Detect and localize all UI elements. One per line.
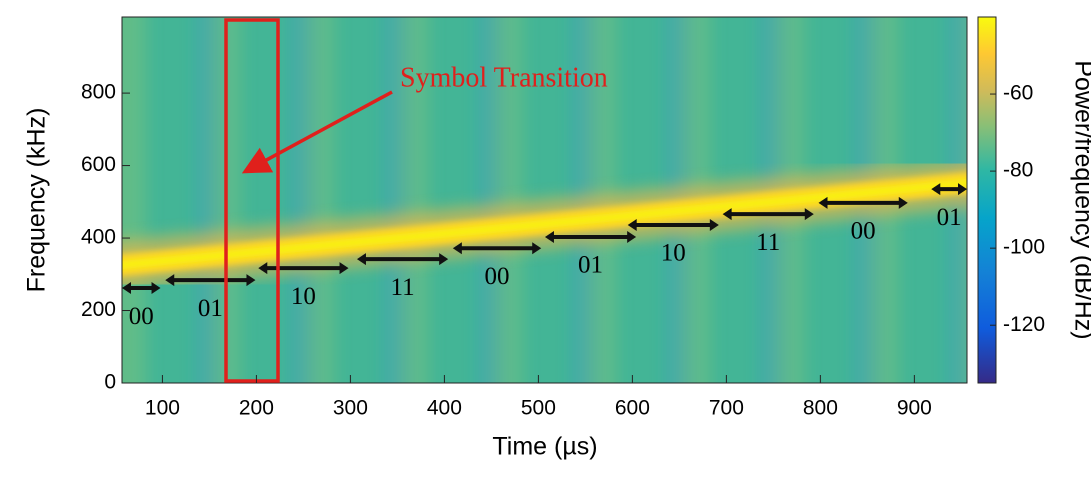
arrow-head bbox=[258, 262, 268, 275]
arrow-head bbox=[931, 183, 941, 196]
arrow-head bbox=[722, 208, 732, 221]
arrow-head bbox=[898, 196, 908, 209]
arrow-head bbox=[439, 253, 449, 266]
colorbar-label: Power/frequency (dB/Hz) bbox=[1069, 60, 1091, 339]
symbol-label: 01 bbox=[198, 295, 223, 322]
y-tick-label: 600 bbox=[81, 153, 116, 176]
arrow-head bbox=[818, 196, 828, 209]
stripe-light bbox=[486, 17, 522, 383]
arrow-head bbox=[246, 274, 256, 287]
arrow-head bbox=[452, 242, 462, 255]
symbol-label: 00 bbox=[851, 218, 876, 245]
arrow-head bbox=[339, 262, 349, 275]
colorbar-tick-label: -60 bbox=[1003, 82, 1033, 105]
chirp-band bbox=[122, 158, 967, 290]
arrow-head bbox=[356, 253, 366, 266]
arrow-head bbox=[709, 219, 719, 232]
symbols: 00 01 10 11 00 01 10 11 00 01 bbox=[122, 183, 967, 330]
y-tick-label: 800 bbox=[81, 81, 116, 104]
spectrogram bbox=[122, 0, 1070, 403]
arrow-head bbox=[532, 242, 542, 255]
y-tick-label: 200 bbox=[81, 298, 116, 321]
stripe-light bbox=[122, 17, 146, 383]
x-tick-label: 100 bbox=[145, 397, 180, 420]
colorbar bbox=[977, 16, 997, 384]
symbol-label: 10 bbox=[661, 240, 686, 267]
x-tick-label: 900 bbox=[897, 397, 932, 420]
x-tick-label: 300 bbox=[333, 397, 368, 420]
arrow-head bbox=[544, 230, 554, 243]
x-tick-label: 500 bbox=[521, 397, 556, 420]
x-tick-label: 400 bbox=[427, 397, 462, 420]
arrow-head bbox=[122, 282, 131, 295]
symbol-label: 11 bbox=[756, 229, 780, 256]
stripe-light bbox=[298, 17, 334, 383]
colorbar-tick-label: -120 bbox=[1003, 313, 1045, 336]
x-tick-label: 200 bbox=[239, 397, 274, 420]
symbol-label: 10 bbox=[291, 283, 316, 310]
colorbar-tick-label: -100 bbox=[1003, 236, 1045, 259]
symbol-label: 01 bbox=[937, 204, 962, 231]
colorbar-tick-label: -80 bbox=[1003, 159, 1033, 182]
arrow-head bbox=[958, 183, 967, 196]
symbol-label: 01 bbox=[578, 252, 603, 279]
symbol-label: 00 bbox=[129, 303, 154, 330]
stripe-light bbox=[392, 17, 428, 383]
arrow-head bbox=[165, 274, 175, 287]
transition-box bbox=[224, 18, 280, 383]
x-tick-label: 800 bbox=[803, 397, 838, 420]
spectral-stripes bbox=[122, 0, 1070, 403]
arrow-head bbox=[627, 230, 637, 243]
arrow-head bbox=[804, 208, 814, 221]
stripe-dark bbox=[1044, 0, 1070, 403]
x-tick-label: 700 bbox=[709, 397, 744, 420]
annotation: Symbol Transition bbox=[400, 62, 608, 93]
symbol-label: 11 bbox=[391, 274, 415, 301]
symbol-label: 00 bbox=[485, 263, 510, 290]
y-tick-label: 0 bbox=[104, 371, 116, 394]
arrow-head bbox=[627, 219, 637, 232]
y-axis-label: Frequency (kHz) bbox=[23, 108, 51, 293]
stripe-light bbox=[204, 17, 240, 383]
annotation-arrow bbox=[241, 90, 393, 174]
arrow-head bbox=[151, 282, 161, 295]
y-tick-label: 400 bbox=[81, 226, 116, 249]
plot-frame bbox=[121, 16, 968, 384]
x-tick-label: 600 bbox=[615, 397, 650, 420]
chirp-core bbox=[122, 178, 967, 270]
x-axis-label: Time (µs) bbox=[492, 433, 597, 461]
